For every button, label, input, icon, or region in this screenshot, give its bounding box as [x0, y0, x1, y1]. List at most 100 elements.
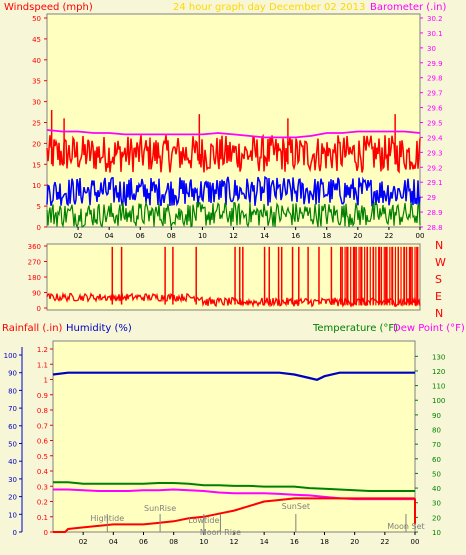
wind-x-tick-label: 10 — [198, 232, 207, 240]
temperature-y-tick-label: 80 — [432, 427, 441, 435]
windspeed-axis-label: Windspeed (mph) — [4, 2, 93, 13]
compass-letter-w: W — [435, 256, 446, 269]
humidity-y-tick-label: 50 — [8, 441, 17, 449]
rainfall-y-tick-label: 0.5 — [37, 453, 48, 461]
rain-humidity-plot-area — [52, 340, 416, 533]
barometer-y-tick-label: 29.7 — [427, 90, 443, 98]
temperature-y-tick-label: 130 — [432, 353, 445, 361]
rainfall-y-tick-label: 0.3 — [37, 483, 48, 491]
bottom-x-tick-label: 12 — [230, 538, 239, 546]
rainfall-y-tick-label: 0.9 — [37, 392, 48, 400]
compass-letter-n-bottom: N — [435, 307, 443, 320]
rainfall-y-tick-label: 0.8 — [37, 407, 48, 415]
barometer-y-tick-label: 29.3 — [427, 149, 443, 157]
temperature-y-tick-label: 30 — [432, 500, 441, 508]
barometer-y-tick-label: 30.2 — [427, 15, 443, 23]
bottom-x-tick-label: 04 — [109, 538, 118, 546]
event-label: Moon Rise — [200, 528, 241, 537]
rainfall-y-tick-label: 0.1 — [37, 514, 48, 522]
rainfall-series — [53, 497, 415, 533]
humidity-y-tick-label: 90 — [8, 370, 17, 378]
wind-average-series — [46, 175, 421, 207]
bottom-x-tick-label: 00 — [411, 538, 420, 546]
wind-y-tick-label: 45 — [32, 36, 41, 44]
humidity-axis-label: Humidity (%) — [66, 323, 132, 334]
rainfall-y-tick-label: 1 — [44, 377, 48, 385]
barometer-y-tick-label: 28.8 — [427, 224, 443, 232]
bottom-x-tick-label: 10 — [199, 538, 208, 546]
temperature-y-tick-label: 70 — [432, 441, 441, 449]
wind-y-tick-label: 30 — [32, 99, 41, 107]
chart-date-title: 24 hour graph day December 02 2013 — [173, 2, 365, 13]
wind-x-tick-label: 22 — [384, 232, 393, 240]
wind-x-tick-label: 00 — [416, 232, 425, 240]
wind-x-tick-label: 08 — [167, 232, 176, 240]
temperature-y-tick-label: 100 — [432, 397, 445, 405]
event-label: Hightide — [90, 514, 124, 523]
event-label: Moon Set — [387, 522, 424, 531]
compass-letter-s: S — [435, 273, 442, 286]
barometer-y-tick-label: 28.9 — [427, 209, 443, 217]
temperature-y-tick-label: 20 — [432, 514, 441, 522]
barometer-y-tick-label: 29.1 — [427, 179, 443, 187]
humidity-y-tick-label: 70 — [8, 405, 17, 413]
barometer-y-tick-label: 29.8 — [427, 75, 443, 83]
direction-y-tick-label: 270 — [28, 259, 41, 267]
humidity-y-tick-label: 60 — [8, 423, 17, 431]
wind-x-tick-label: 14 — [260, 232, 269, 240]
rainfall-y-tick-label: 1.2 — [37, 346, 48, 354]
wind-x-tick-label: 18 — [322, 232, 331, 240]
bottom-x-tick-label: 08 — [169, 538, 178, 546]
wind-low-series — [46, 200, 421, 229]
barometer-y-tick-label: 30.1 — [427, 30, 443, 38]
compass-letter-n-top: N — [435, 239, 443, 252]
bottom-x-tick-label: 02 — [79, 538, 88, 546]
barometer-series — [46, 129, 421, 139]
wind-x-tick-label: 12 — [229, 232, 238, 240]
wind-y-tick-label: 40 — [32, 57, 41, 65]
wind-x-tick-label: 04 — [105, 232, 114, 240]
wind-y-tick-label: 5 — [37, 203, 41, 211]
humidity-series — [52, 371, 415, 381]
barometer-y-tick-label: 29.2 — [427, 164, 443, 172]
wind-direction-series — [46, 291, 421, 308]
bottom-x-tick-label: 16 — [290, 538, 299, 546]
humidity-y-tick-label: 10 — [8, 511, 17, 519]
bottom-x-tick-label: 18 — [320, 538, 329, 546]
humidity-y-tick-label: 40 — [8, 458, 17, 466]
event-label: Lowtide — [188, 516, 219, 525]
barometer-y-tick-label: 29.4 — [427, 134, 443, 142]
wind-y-tick-label: 15 — [32, 161, 41, 169]
wind-x-tick-label: 06 — [136, 232, 145, 240]
compass-letter-e: E — [435, 290, 442, 303]
humidity-y-tick-label: 30 — [8, 476, 17, 484]
wind-y-tick-label: 0 — [37, 224, 41, 232]
barometer-y-tick-label: 29.9 — [427, 60, 443, 68]
bottom-x-tick-label: 22 — [380, 538, 389, 546]
wind-x-tick-label: 02 — [74, 232, 83, 240]
direction-y-tick-label: 180 — [28, 274, 41, 282]
temperature-y-tick-label: 110 — [432, 383, 445, 391]
rainfall-y-tick-label: 0 — [44, 529, 48, 537]
direction-y-tick-label: 90 — [32, 290, 41, 298]
direction-y-tick-label: 0 — [37, 305, 41, 313]
wind-gust-series — [46, 133, 421, 174]
wind-y-tick-label: 25 — [32, 120, 41, 128]
wind-y-tick-label: 50 — [32, 15, 41, 23]
temperature-y-tick-label: 50 — [432, 470, 441, 478]
wind-direction-marks: 0 90 180 270 360 — [28, 243, 421, 313]
event-label: SunSet — [282, 502, 310, 511]
humidity-y-tick-label: 100 — [4, 352, 17, 360]
rainfall-y-tick-label: 0.4 — [37, 468, 49, 476]
rainfall-y-tick-label: 1.1 — [37, 361, 48, 369]
barometer-y-tick-label: 29.5 — [427, 120, 443, 128]
rain-humidity-marks: 010203040506070809010000.10.20.30.40.50.… — [4, 346, 446, 546]
bottom-x-tick-label: 14 — [260, 538, 269, 546]
barometer-y-tick-label: 29.6 — [427, 105, 443, 113]
event-label: SunRise — [144, 504, 176, 513]
humidity-y-tick-label: 80 — [8, 387, 17, 395]
humidity-y-tick-label: 20 — [8, 494, 17, 502]
bottom-x-tick-label: 20 — [350, 538, 359, 546]
barometer-axis-label: Barometer (.in) — [370, 2, 446, 13]
